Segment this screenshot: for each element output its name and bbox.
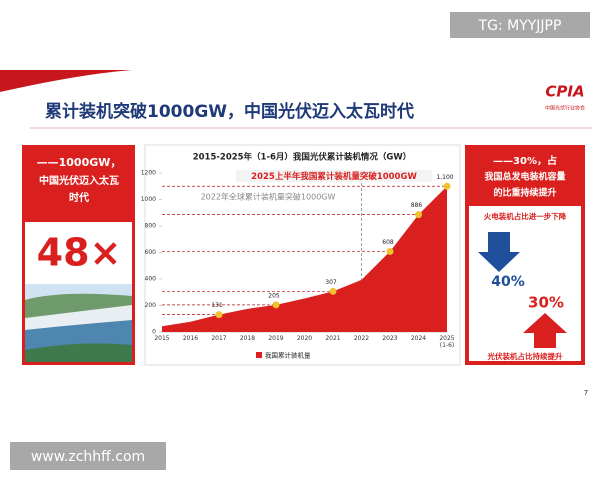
- x-tick-label-box: 2023: [382, 335, 398, 342]
- x-tick-label-box: 2024: [410, 335, 427, 342]
- y-tick-label: 600: [145, 249, 157, 256]
- banner-swoosh: [0, 70, 132, 92]
- dam-photo: [25, 284, 132, 362]
- x-tick-label-box: 2015: [154, 335, 170, 342]
- y-tick-label: 200: [145, 302, 157, 309]
- y-tick-label: 400: [145, 276, 157, 283]
- down-value: 40%: [491, 274, 525, 290]
- right-white-box: [469, 206, 581, 361]
- watermark-box: [450, 12, 590, 38]
- y-tick-label: 800: [145, 223, 157, 230]
- chart-title: 2015-2025年（1-6月）我国光伏累计装机情况（GW）: [193, 152, 412, 163]
- annotation: 2025上半年我国累计装机量突破1000GW: [251, 171, 417, 182]
- down-label: 火电装机占比进一步下降: [484, 211, 567, 221]
- up-arrow: [523, 313, 567, 348]
- legend-label: 我国累计装机量: [265, 351, 311, 360]
- right-line: 的比重持续提升: [493, 187, 556, 199]
- up-label: 光伏装机占比持续提升: [487, 351, 563, 361]
- right-line: ——30%，占: [493, 154, 557, 167]
- legend-swatch: [256, 352, 262, 358]
- watermark-box: [10, 442, 166, 470]
- x-tick-label-box: 2025 (1-6): [439, 335, 455, 349]
- x-tick-label: 2023: [382, 335, 398, 342]
- x-tick-label-box: 2019: [268, 335, 284, 342]
- up-value: 30%: [528, 294, 564, 312]
- watermark: www.zchhff.com: [31, 449, 145, 465]
- slide-title: 累计装机突破1000GW，中国光伏迈入太瓦时代: [45, 101, 414, 122]
- x-tick-label-box: 2020: [296, 335, 313, 342]
- marker: [215, 311, 223, 319]
- y-tick-label: 1000: [141, 196, 156, 203]
- x-tick-label: 2024: [410, 335, 427, 342]
- left-line: 时代: [69, 191, 89, 204]
- value-label: 1,100: [436, 174, 453, 181]
- right-line: 我国总发电装机容量: [484, 171, 565, 183]
- left-line: ——1000GW，: [37, 156, 122, 169]
- logo-subtitle: 中国光伏行业协会: [545, 105, 585, 112]
- marker: [272, 301, 280, 309]
- x-tick-label: 2022: [353, 335, 370, 342]
- x-tick-label: 2019: [268, 335, 284, 342]
- y-tick-label: 1200: [141, 170, 156, 177]
- x-tick-label-box: 2017: [211, 335, 227, 342]
- marker: [329, 287, 337, 295]
- x-tick-label: 2018: [239, 335, 256, 342]
- left-white-box: [25, 222, 132, 284]
- left-line: 中国光伏迈入太瓦: [39, 174, 119, 187]
- marker: [443, 182, 451, 190]
- x-tick-label: 2017: [211, 335, 227, 342]
- value-label: 205: [268, 292, 280, 299]
- value-label: 307: [325, 279, 337, 286]
- value-label: 886: [411, 202, 423, 209]
- watermark: TG: MYYJJPP: [478, 18, 562, 34]
- x-tick-label: 2015: [154, 335, 170, 342]
- annotation-box: [236, 170, 432, 182]
- x-tick-label: 2021: [325, 335, 341, 342]
- x-tick-label: 2025 (1-6): [439, 335, 455, 349]
- page-number: 7: [584, 389, 588, 397]
- marker: [415, 211, 422, 219]
- x-tick-label-box: 2021: [325, 335, 341, 342]
- x-tick-label-box: 2016: [182, 335, 199, 342]
- down-arrow: [478, 232, 520, 272]
- value-label: 131: [211, 302, 223, 309]
- x-tick-label-box: 2022: [353, 335, 370, 342]
- x-tick-label: 2020: [296, 335, 313, 342]
- y-tick-label: 0: [152, 329, 156, 336]
- annotation: 2022年全球累计装机量突破1000GW: [201, 192, 336, 202]
- logo: CPIA: [545, 83, 584, 101]
- area: [162, 186, 447, 332]
- x-tick-label-box: 2018: [239, 335, 256, 342]
- marker: [386, 247, 394, 255]
- x-tick-label: 2016: [182, 335, 199, 342]
- value-label: 608: [382, 239, 394, 246]
- left-big-number: 48×: [37, 231, 122, 275]
